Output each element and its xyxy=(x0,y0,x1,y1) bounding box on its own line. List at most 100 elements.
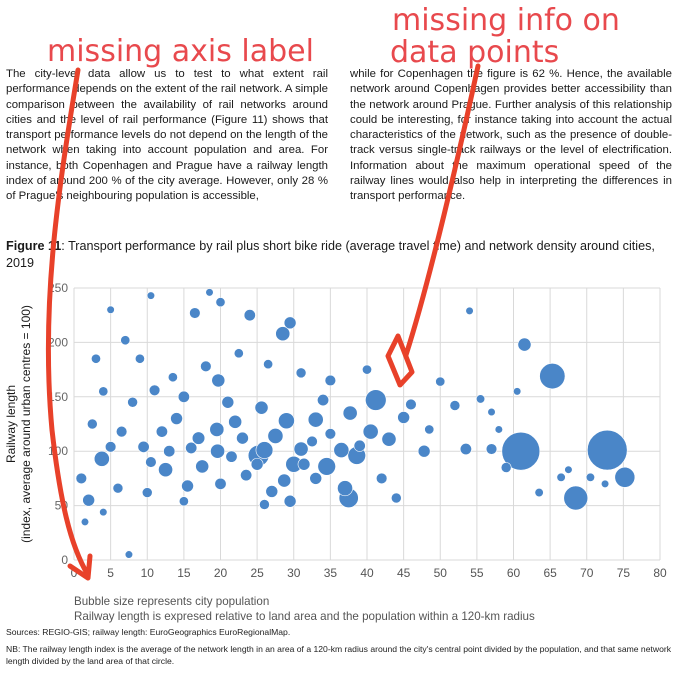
data-bubble xyxy=(556,472,566,482)
y-tick-label: 250 xyxy=(48,281,68,295)
data-bubble xyxy=(127,396,138,408)
data-bubble xyxy=(189,307,201,319)
chart-bubbles xyxy=(75,288,636,559)
x-tick-label: 55 xyxy=(470,566,484,580)
y-axis-label: Railway length(index, average around urb… xyxy=(4,305,33,543)
data-bubble xyxy=(283,316,297,330)
data-bubble xyxy=(405,398,417,411)
data-bubble xyxy=(243,309,256,322)
data-bubble xyxy=(275,326,291,342)
data-bubble xyxy=(205,288,214,297)
body-text-right-column: while for Copenhagen the figure is 62 %.… xyxy=(350,67,672,205)
data-bubble xyxy=(293,441,309,457)
data-bubble xyxy=(195,459,210,474)
figure-sources: Sources: REGIO-GIS; railway length: Euro… xyxy=(6,627,291,637)
data-bubble xyxy=(221,395,235,409)
data-bubble xyxy=(210,443,225,459)
data-bubble xyxy=(587,429,628,471)
data-bubble xyxy=(98,386,109,397)
chart-gridlines xyxy=(73,287,661,561)
x-tick-label: 5 xyxy=(107,566,114,580)
data-bubble xyxy=(307,411,324,428)
data-bubble xyxy=(277,473,292,488)
data-bubble xyxy=(283,494,297,508)
data-bubble xyxy=(91,353,101,364)
data-bubble xyxy=(381,431,397,447)
data-bubble xyxy=(600,479,610,488)
data-bubble xyxy=(170,412,183,425)
x-tick-label: 30 xyxy=(287,566,301,580)
x-tick-label: 75 xyxy=(617,566,631,580)
y-tick-label: 0 xyxy=(61,553,68,567)
x-axis-note: Railway length is expresed relative to l… xyxy=(74,610,535,623)
data-bubble xyxy=(181,479,194,493)
data-bubble xyxy=(267,428,284,444)
data-bubble xyxy=(397,411,410,424)
y-axis-label-line1: Railway length xyxy=(4,385,18,463)
left-paragraph-text: The city-level data allow us to test to … xyxy=(6,68,328,203)
data-bubble xyxy=(178,496,189,507)
data-bubble xyxy=(255,441,274,459)
data-bubble xyxy=(236,431,249,445)
data-bubble xyxy=(177,390,190,403)
data-bubble xyxy=(163,445,176,458)
data-bubble xyxy=(86,418,98,430)
data-bubble xyxy=(324,428,337,440)
data-bubble xyxy=(449,400,461,411)
data-bubble xyxy=(124,550,134,559)
data-bubble xyxy=(459,443,472,456)
data-bubble xyxy=(295,367,307,379)
data-bubble xyxy=(228,414,243,429)
x-tick-label: 40 xyxy=(360,566,374,580)
data-bubble xyxy=(82,493,95,507)
data-bubble xyxy=(513,387,522,396)
x-tick-label: 45 xyxy=(397,566,411,580)
annotation-missing-info-line2: data points xyxy=(390,35,560,70)
x-tick-label: 0 xyxy=(71,566,78,580)
data-bubble xyxy=(337,480,353,497)
data-bubble xyxy=(375,472,388,485)
data-bubble xyxy=(317,394,330,407)
figure-notes: Bubble size represents city population R… xyxy=(74,594,535,624)
y-tick-labels: 0 50 100 150 200 250 xyxy=(48,281,68,567)
data-bubble xyxy=(93,450,110,467)
data-bubble xyxy=(485,443,498,455)
y-tick-label: 150 xyxy=(48,390,68,404)
x-tick-label: 20 xyxy=(214,566,228,580)
data-bubble xyxy=(259,499,270,510)
data-bubble xyxy=(225,450,238,463)
annotation-missing-info: missing info on data points xyxy=(390,5,620,70)
data-bubble xyxy=(342,405,358,421)
data-bubble xyxy=(465,306,474,315)
figure-label: Figure 11 xyxy=(6,239,62,253)
x-tick-label: 70 xyxy=(580,566,594,580)
data-bubble xyxy=(487,407,496,417)
data-bubble xyxy=(365,389,387,411)
data-bubble xyxy=(353,439,366,452)
data-bubble xyxy=(424,424,435,435)
data-bubble xyxy=(134,353,145,364)
data-bubble xyxy=(120,335,131,346)
data-bubble xyxy=(215,297,226,308)
data-bubble xyxy=(501,431,541,471)
data-bubble xyxy=(250,457,264,471)
data-bubble xyxy=(317,457,336,476)
data-bubble xyxy=(585,472,595,482)
data-bubble xyxy=(167,372,178,383)
data-bubble xyxy=(214,477,227,490)
data-bubble xyxy=(435,376,446,387)
data-bubble xyxy=(191,431,206,445)
figure-title: Figure 11: Transport performance by rail… xyxy=(6,238,672,272)
data-bubble xyxy=(309,472,323,485)
bubble-chart: 0 50 100 150 200 250 0 5 10 15 20 25 30 35 40 45 50 55 60… xyxy=(4,281,667,580)
x-tick-label: 80 xyxy=(653,566,667,580)
body-text-left-column: The city-level data allow us to test to … xyxy=(6,67,328,205)
data-bubble xyxy=(417,444,431,458)
bubble-size-note: Bubble size represents city population xyxy=(74,595,270,608)
figure-title-text: : Transport performance by rail plus sho… xyxy=(6,239,655,270)
data-bubble xyxy=(185,441,198,454)
data-bubble xyxy=(148,384,161,396)
data-bubble xyxy=(112,482,124,494)
data-bubble xyxy=(297,457,311,471)
data-bubble xyxy=(534,487,544,498)
